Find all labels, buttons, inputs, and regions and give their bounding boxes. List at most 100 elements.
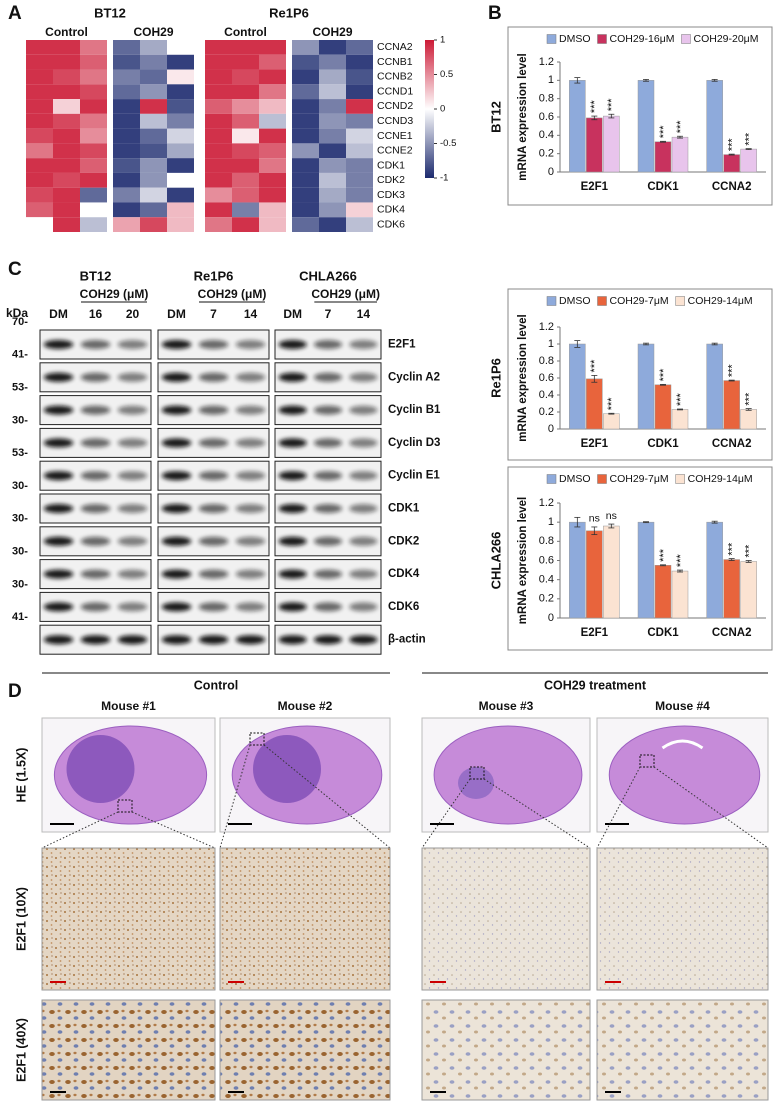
blot-band [278, 471, 307, 481]
protein-label: Cyclin A2 [388, 371, 440, 383]
heatmap-cell [80, 54, 107, 70]
heatmap-cell [53, 40, 80, 55]
heatmap-cell [259, 54, 286, 70]
heatmap-cell [205, 113, 232, 129]
y-tick-label: 0.6 [539, 372, 554, 384]
heatmap-cell [346, 113, 373, 129]
x-tick-label: CDK1 [647, 181, 679, 193]
blot-band [43, 340, 74, 349]
blot-band [235, 602, 266, 612]
significance-label: *** [744, 132, 756, 146]
heatmap-row-label: CCNE2 [377, 145, 413, 157]
legend-swatch [546, 474, 557, 484]
heatmap-cell [26, 40, 53, 55]
heatmap-group-title: BT12 [94, 5, 126, 20]
heatmap-cell [140, 69, 167, 85]
heatmap-cell [167, 128, 194, 144]
blot-band [278, 372, 307, 382]
legend-label: COH29-14μM [688, 473, 753, 485]
heatmap-cell [292, 172, 319, 188]
blot-band [198, 438, 229, 448]
blot-band [235, 438, 266, 448]
blot-band [349, 471, 378, 481]
blot-band [349, 635, 378, 645]
heatmap-cell [26, 113, 53, 129]
y-tick-label: 1.2 [539, 56, 554, 68]
lane-label: DM [283, 307, 302, 321]
legend-swatch [597, 296, 607, 306]
heatmap-cell [80, 202, 107, 218]
blot-band [161, 602, 192, 612]
blot-band [198, 340, 229, 349]
zoom-box [117, 799, 133, 813]
protein-label: Cyclin B1 [388, 404, 441, 416]
blot-band [198, 602, 229, 612]
y-tick-label: 0 [548, 612, 554, 624]
blot-band [278, 602, 307, 612]
heatmap-cell [113, 187, 140, 203]
ihc-image [41, 847, 216, 991]
y-tick-label: 0.4 [539, 574, 554, 586]
colorbar-tick-label: -1 [440, 173, 448, 184]
heatmap-cell [232, 69, 259, 85]
heatmap-cell [53, 69, 80, 85]
legend-swatch [597, 474, 607, 484]
heatmap-cell [319, 54, 346, 70]
heatmap-cell [80, 172, 107, 188]
bar [603, 413, 620, 430]
heatmap-cell [80, 113, 107, 129]
blot-band [313, 372, 343, 382]
legend-label: COH29-16μM [610, 33, 675, 45]
significance-label: *** [727, 542, 739, 556]
heatmap-row-label: CCNA2 [377, 41, 413, 53]
blot-band [43, 602, 74, 612]
heatmap-column-header: COH29 [133, 25, 173, 39]
colorbar-tick-label: 0 [440, 104, 445, 115]
heatmap-cell [140, 187, 167, 203]
lane-label: 14 [357, 307, 371, 321]
blot-band [349, 405, 378, 415]
error-bar [643, 79, 649, 82]
blot-band [198, 471, 229, 481]
blot-band [198, 405, 229, 415]
error-bar [643, 521, 649, 524]
blot-band [235, 340, 266, 349]
heatmap-cell [346, 217, 373, 232]
heatmap-cell [80, 69, 107, 85]
heatmap-cell [292, 202, 319, 218]
significance-label: *** [658, 368, 670, 382]
error-bar [574, 77, 581, 84]
blot-band [313, 504, 343, 513]
heatmap-cell [205, 172, 232, 188]
significance-label: *** [727, 138, 739, 152]
y-tick-label: 0 [548, 166, 554, 178]
heatmap-cell [232, 40, 259, 55]
heatmap-cell [319, 172, 346, 188]
colorbar-tick-label: 1 [440, 35, 445, 46]
blot-treatment: COH29 (μM) [80, 287, 149, 301]
heatmap-cell [167, 99, 194, 114]
bar [603, 525, 620, 619]
heatmap-cell [346, 40, 373, 55]
zoom-line [131, 811, 216, 849]
heatmap-cell [319, 143, 346, 159]
heatmap-cell [319, 187, 346, 203]
heatmap-cell [26, 217, 53, 232]
heatmap-cell [140, 158, 167, 173]
y-tick-label: 1 [548, 74, 554, 86]
mouse-label: Mouse #4 [655, 699, 710, 713]
colorbar-tick-label: 0.5 [440, 69, 453, 80]
heatmap-cell [346, 172, 373, 188]
legend-label: COH29-20μM [693, 33, 758, 45]
bar [740, 409, 757, 430]
heatmap-cell [346, 187, 373, 203]
heatmap-cell [53, 172, 80, 188]
protein-label: CDK4 [388, 568, 420, 580]
significance-label: *** [675, 120, 687, 134]
bar [586, 117, 603, 173]
heatmap-cell [346, 99, 373, 114]
ventricle [661, 739, 704, 750]
blot-band [349, 504, 378, 513]
heatmap-cell [113, 54, 140, 70]
blot-band [80, 438, 111, 448]
